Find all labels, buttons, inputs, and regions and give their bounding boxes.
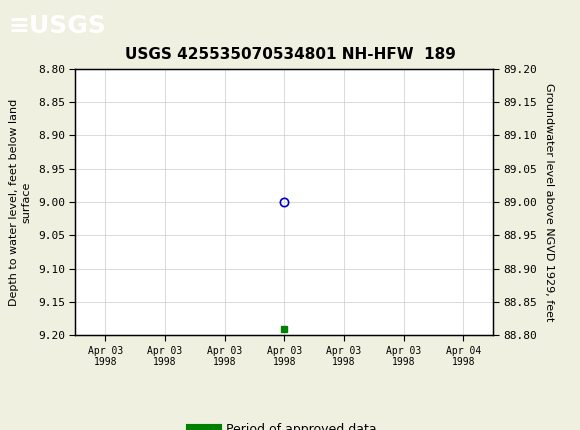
Legend: Period of approved data: Period of approved data	[186, 418, 382, 430]
Y-axis label: Groundwater level above NGVD 1929, feet: Groundwater level above NGVD 1929, feet	[544, 83, 554, 321]
Y-axis label: Depth to water level, feet below land
surface: Depth to water level, feet below land su…	[9, 98, 31, 306]
Text: ≡USGS: ≡USGS	[9, 14, 107, 38]
Text: USGS 425535070534801 NH-HFW  189: USGS 425535070534801 NH-HFW 189	[125, 47, 455, 62]
